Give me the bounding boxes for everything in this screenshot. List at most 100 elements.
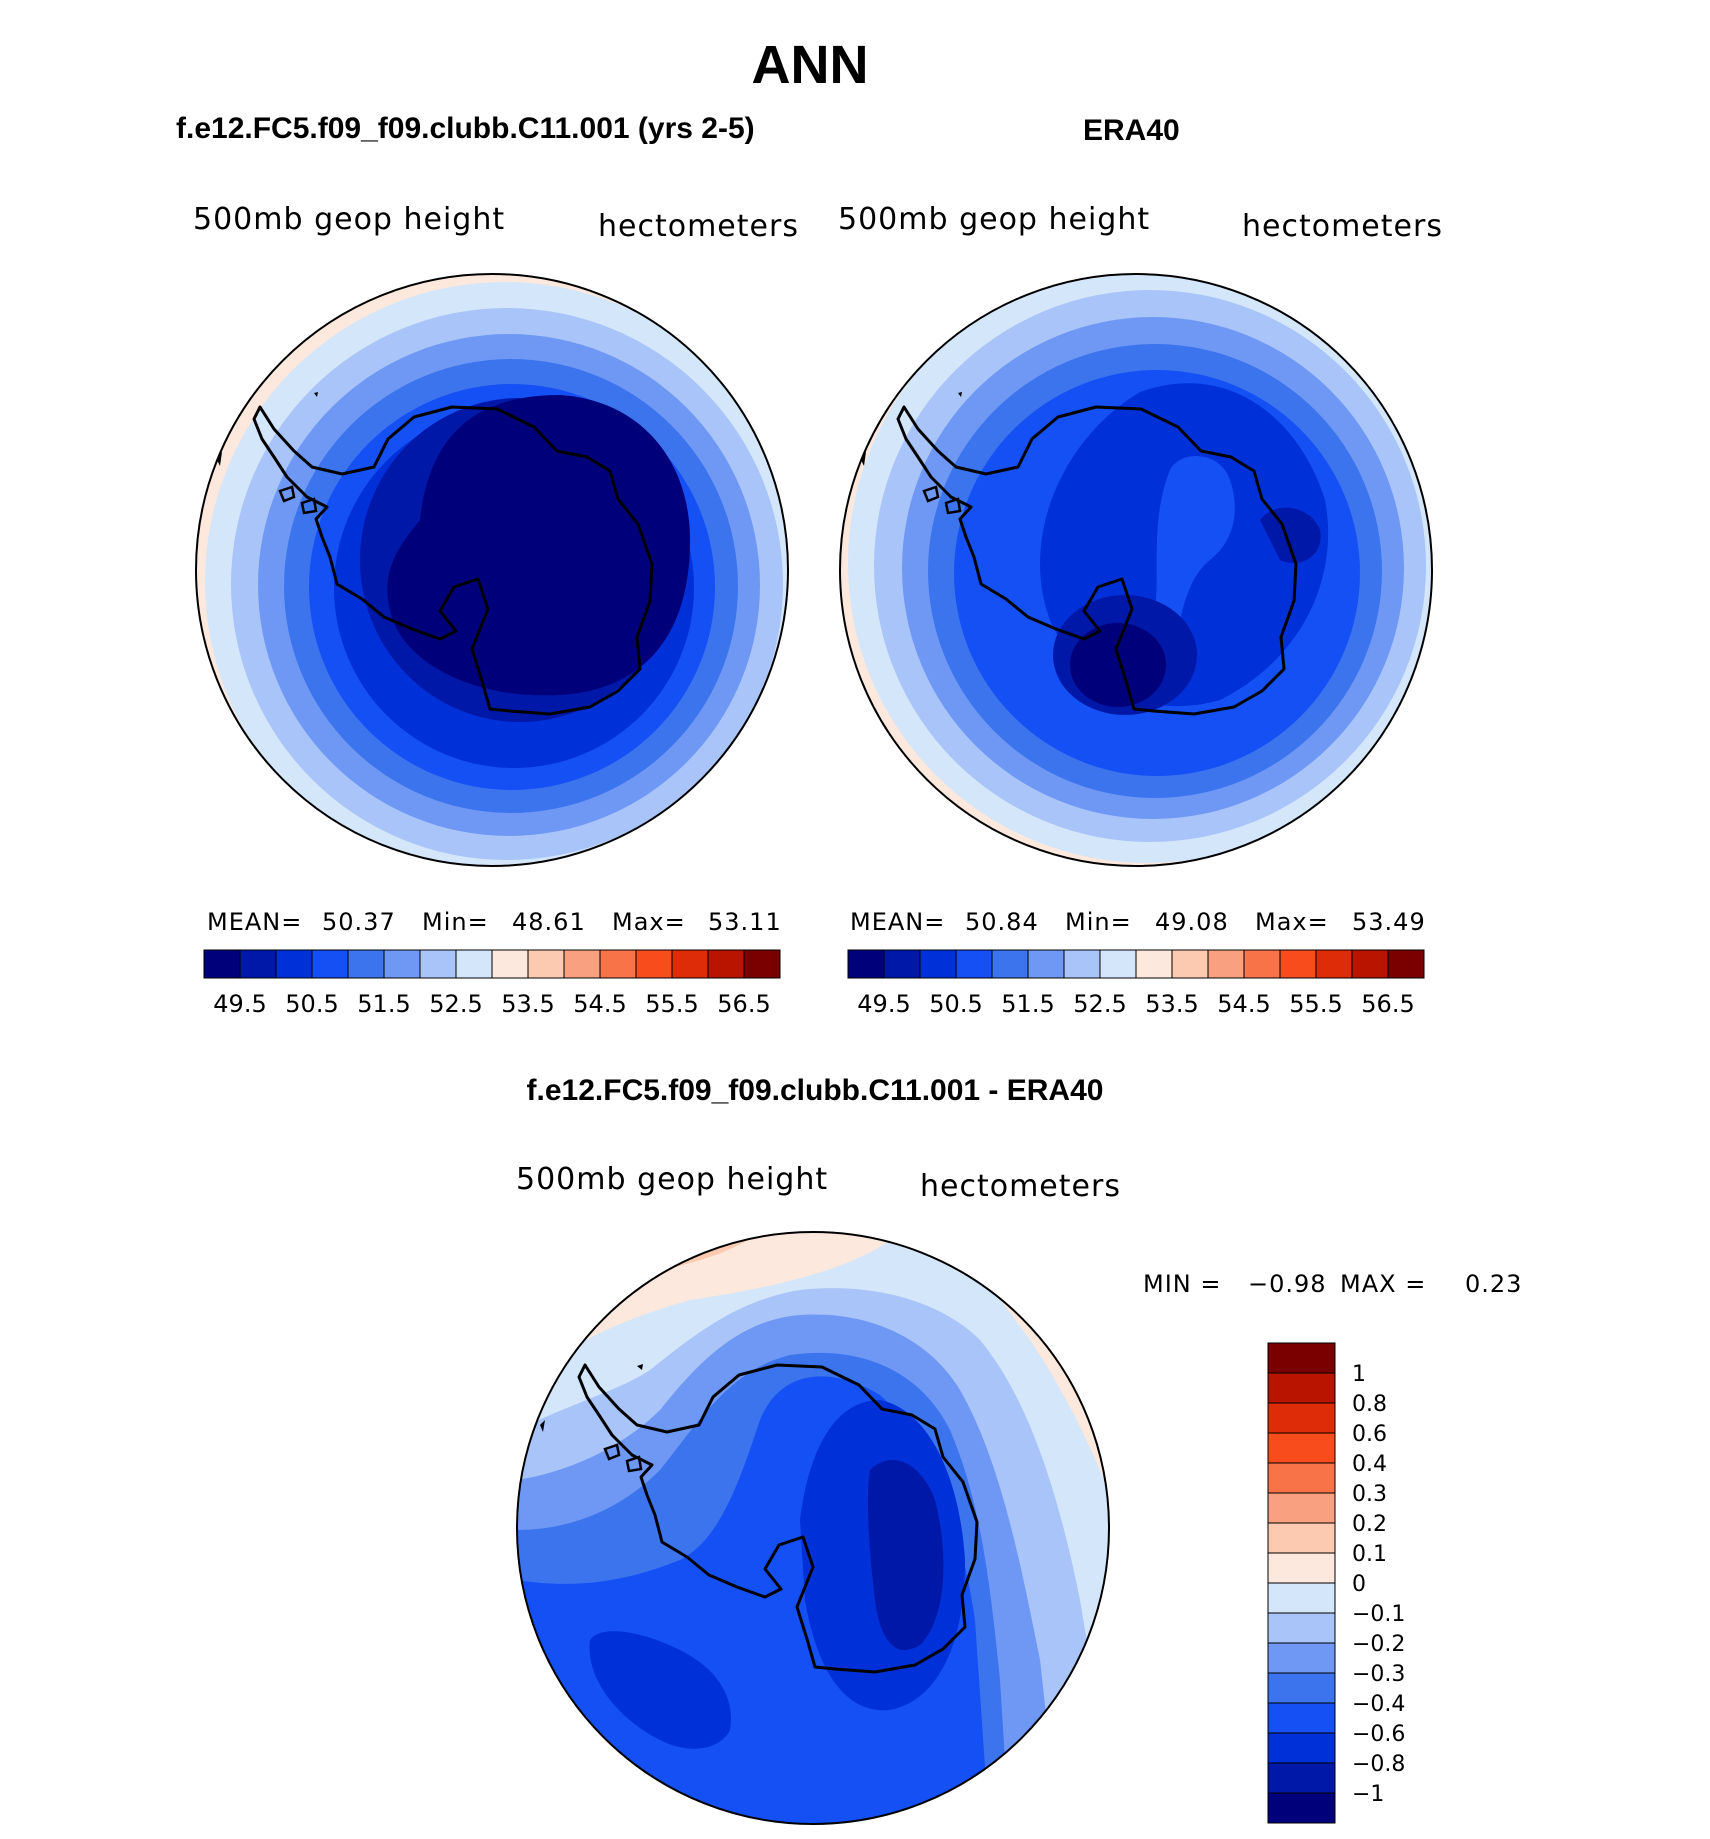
colorbar-swatch <box>1267 1612 1336 1644</box>
colorbar-swatch <box>1171 949 1209 979</box>
colorbar-swatch <box>1135 949 1173 979</box>
colorbar-swatch <box>1387 949 1425 979</box>
colorbar-swatch <box>955 949 993 979</box>
colorbar-swatch <box>491 949 529 979</box>
colorbar-swatch <box>743 949 781 979</box>
map-panel-model <box>196 274 788 866</box>
colorbar-swatch <box>707 949 745 979</box>
colorbar-tick-label: −0.3 <box>1352 1662 1405 1687</box>
colorbar-tick-label: 51.5 <box>1001 990 1054 1018</box>
difference-max-value: 0.23 <box>1465 1270 1523 1298</box>
colorbar-swatch <box>563 949 601 979</box>
colorbar-tick-label: 53.5 <box>1145 990 1198 1018</box>
colorbar-swatch <box>275 949 313 979</box>
colorbar-swatch <box>1267 1342 1336 1374</box>
panel-model-variable: 500mb geop height <box>193 202 506 237</box>
difference-min-label: MIN = <box>1143 1270 1222 1298</box>
map-border-model <box>195 273 789 867</box>
colorbar-tick-label: 0.8 <box>1352 1392 1387 1417</box>
colorbar-difference: 1 0.8 0.6 0.4 0.3 0.2 0.1 0 −0.1 −0.2 −0.3 −0.4 −0.6… <box>1267 1342 1405 1824</box>
main-title: ANN <box>751 35 869 95</box>
colorbar-tick-label: 0.2 <box>1352 1512 1387 1537</box>
colorbar-swatch <box>1351 949 1389 979</box>
difference-units: hectometers <box>920 1169 1121 1204</box>
colorbar-tick-label: 52.5 <box>1073 990 1126 1018</box>
colorbar-tick-label: −1 <box>1352 1782 1384 1807</box>
colorbar-tick-label: 49.5 <box>857 990 910 1018</box>
colorbar-swatch <box>1315 949 1353 979</box>
colorbar-swatch <box>599 949 637 979</box>
colorbar-tick-label: −0.6 <box>1352 1722 1405 1747</box>
colorbar-swatch <box>1267 1672 1336 1704</box>
colorbar-tick-label: 52.5 <box>429 990 482 1018</box>
colorbar-tick-label: 55.5 <box>1289 990 1342 1018</box>
panel-model-mean-label: MEAN= <box>207 908 303 936</box>
colorbar-tick-label: 56.5 <box>717 990 770 1018</box>
colorbar-swatch <box>1207 949 1245 979</box>
colorbar-swatch <box>1099 949 1137 979</box>
difference-max-label: MAX = <box>1340 1270 1427 1298</box>
colorbar-swatch <box>1063 949 1101 979</box>
colorbar-tick-label: 50.5 <box>929 990 982 1018</box>
colorbar-swatch <box>919 949 957 979</box>
colorbar-tick-label: −0.1 <box>1352 1602 1405 1627</box>
panel-model-title: f.e12.FC5.f09_f09.clubb.C11.001 (yrs 2-5… <box>176 112 755 145</box>
colorbar-swatch <box>1279 949 1317 979</box>
colorbar-tick-label: −0.2 <box>1352 1632 1405 1657</box>
colorbar-tick-label: 0.1 <box>1352 1542 1387 1567</box>
colorbar-swatch <box>1267 1402 1336 1434</box>
panel-obs-title: ERA40 <box>1083 114 1180 147</box>
colorbar-swatch <box>1027 949 1065 979</box>
panel-obs-mean-label: MEAN= <box>850 908 946 936</box>
panel-obs-max-label: Max= <box>1255 908 1329 936</box>
colorbar-tick-label: 0.4 <box>1352 1452 1387 1477</box>
colorbar-obs: 49.5 50.5 51.5 52.5 53.5 54.5 55.5 56.5 <box>847 949 1425 1018</box>
colorbar-swatch <box>527 949 565 979</box>
difference-variable: 500mb geop height <box>516 1162 829 1197</box>
colorbar-tick-label: 54.5 <box>1217 990 1270 1018</box>
panel-model-min-label: Min= <box>422 908 489 936</box>
colorbar-swatch <box>1267 1642 1336 1674</box>
colorbar-swatch <box>1267 1552 1336 1584</box>
colorbar-swatch <box>847 949 885 979</box>
colorbar-tick-label: 53.5 <box>501 990 554 1018</box>
colorbar-tick-label: −0.8 <box>1352 1752 1405 1777</box>
colorbar-swatch <box>1267 1762 1336 1794</box>
panel-model-max-value: 53.11 <box>708 908 782 936</box>
colorbar-swatch <box>1267 1702 1336 1734</box>
colorbar-swatch <box>1267 1522 1336 1554</box>
panel-obs-mean-value: 50.84 <box>965 908 1039 936</box>
panel-model-units: hectometers <box>598 209 799 244</box>
colorbar-tick-label: 56.5 <box>1361 990 1414 1018</box>
colorbar-tick-label: 55.5 <box>645 990 698 1018</box>
panel-model-min-value: 48.61 <box>512 908 586 936</box>
panel-model-mean-value: 50.37 <box>322 908 396 936</box>
colorbar-tick-label: 1 <box>1352 1362 1366 1387</box>
colorbar-swatch <box>1267 1732 1336 1764</box>
colorbar-tick-label: 51.5 <box>357 990 410 1018</box>
panel-obs-variable: 500mb geop height <box>838 202 1151 237</box>
colorbar-swatch <box>635 949 673 979</box>
colorbar-swatch <box>239 949 277 979</box>
colorbar-swatch <box>1243 949 1281 979</box>
colorbar-swatch <box>883 949 921 979</box>
panel-obs-min-label: Min= <box>1065 908 1132 936</box>
colorbar-swatch <box>991 949 1029 979</box>
colorbar-swatch <box>347 949 385 979</box>
colorbar-swatch <box>1267 1492 1336 1524</box>
panel-obs-units: hectometers <box>1242 209 1443 244</box>
colorbar-swatch <box>1267 1372 1336 1404</box>
colorbar-tick-label: −0.4 <box>1352 1692 1405 1717</box>
difference-title: f.e12.FC5.f09_f09.clubb.C11.001 - ERA40 <box>526 1074 1104 1107</box>
colorbar-tick-label: 0 <box>1352 1572 1366 1597</box>
map-panel-difference <box>517 1232 1109 1824</box>
colorbar-swatch <box>671 949 709 979</box>
colorbar-tick-label: 54.5 <box>573 990 626 1018</box>
colorbar-swatch <box>1267 1432 1336 1464</box>
colorbar-swatch <box>311 949 349 979</box>
map-border-difference <box>516 1231 1110 1825</box>
map-panel-obs <box>840 274 1432 866</box>
colorbar-swatch <box>1267 1462 1336 1494</box>
colorbar-swatch <box>1267 1792 1336 1824</box>
